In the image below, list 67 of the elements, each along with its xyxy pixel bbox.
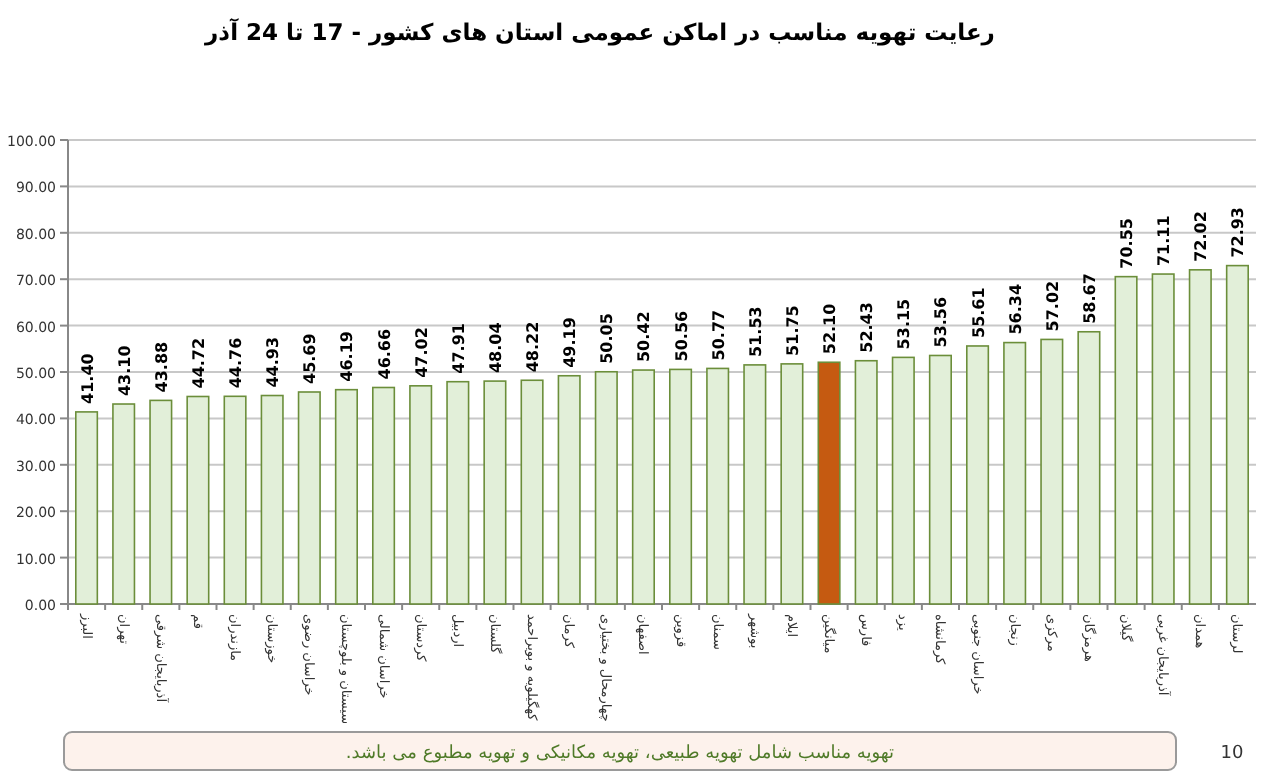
- data-label: 50.42: [635, 311, 654, 363]
- bar: [854, 359, 878, 605]
- data-label: 52.10: [821, 302, 840, 355]
- data-label: 44.76: [227, 336, 246, 389]
- data-label: 52.43: [858, 302, 877, 353]
- data-label: 55.61: [969, 286, 988, 338]
- bar: [75, 411, 99, 605]
- data-label: 71.11: [1155, 214, 1174, 267]
- data-label: 50.56: [672, 309, 691, 362]
- data-label: 50.05: [598, 312, 617, 364]
- data-label: 49.19: [561, 316, 580, 368]
- data-label: 48.22: [524, 321, 543, 373]
- bar: [1040, 338, 1064, 605]
- data-label: 44.72: [189, 337, 208, 389]
- bar: [297, 391, 321, 605]
- bar: [1003, 341, 1027, 605]
- bar: [1225, 264, 1249, 605]
- data-label: 50.77: [709, 309, 728, 361]
- data-label: 44.93: [264, 336, 283, 388]
- bar: [334, 388, 358, 605]
- bar: [112, 403, 136, 605]
- bar: [631, 369, 655, 605]
- bar: [1077, 330, 1101, 605]
- bar: [186, 395, 210, 605]
- data-label: 43.10: [115, 344, 134, 397]
- data-label: 72.93: [1229, 206, 1248, 258]
- data-label: 58.67: [1080, 273, 1099, 324]
- bar: [409, 385, 433, 605]
- text: تهویه مناسب شامل تهویه طبیعی، تهویه مکانیکی و تهویه مطبوع می باشد.: [345, 744, 896, 764]
- data-label: 41.40: [78, 352, 97, 404]
- data-label: 72.02: [1192, 211, 1211, 262]
- bar: [594, 370, 618, 605]
- bar: [520, 379, 544, 605]
- bar: [557, 374, 581, 605]
- bar: [1151, 273, 1175, 605]
- bar: [817, 361, 841, 605]
- bar: [446, 380, 470, 605]
- bar: [966, 345, 990, 605]
- data-label: 53.15: [895, 297, 914, 350]
- bar: [780, 363, 804, 605]
- data-label: 46.19: [338, 330, 357, 382]
- bar: [223, 395, 247, 605]
- data-label: 51.53: [746, 306, 765, 357]
- data-label: 47.02: [412, 327, 431, 378]
- data-label: 57.02: [1043, 280, 1062, 332]
- bar: [483, 380, 507, 605]
- bar: [1188, 269, 1212, 605]
- data-label: 48.04: [486, 321, 505, 374]
- bar: [372, 386, 396, 605]
- bar: [1114, 275, 1138, 605]
- bar: [891, 356, 915, 605]
- data-label: 51.75: [783, 304, 802, 356]
- bar: [260, 394, 284, 605]
- bar: [149, 399, 173, 605]
- bar: [669, 368, 693, 605]
- chart-title: رعایت تهویه مناسب در اماکن عمومی استان های کشور - 17 تا 24 آذر: [203, 18, 995, 46]
- data-label: 45.69: [301, 332, 320, 384]
- bar: [928, 354, 952, 605]
- data-label: 70.55: [1118, 217, 1137, 269]
- data-label: 53.56: [932, 296, 951, 348]
- bar: [743, 364, 767, 605]
- data-label: 46.66: [375, 328, 394, 380]
- data-label: 43.88: [152, 340, 171, 393]
- text: 10: [1220, 744, 1244, 764]
- data-label: 56.34: [1006, 283, 1025, 335]
- bar: [706, 367, 730, 605]
- data-label: 47.91: [449, 322, 468, 374]
